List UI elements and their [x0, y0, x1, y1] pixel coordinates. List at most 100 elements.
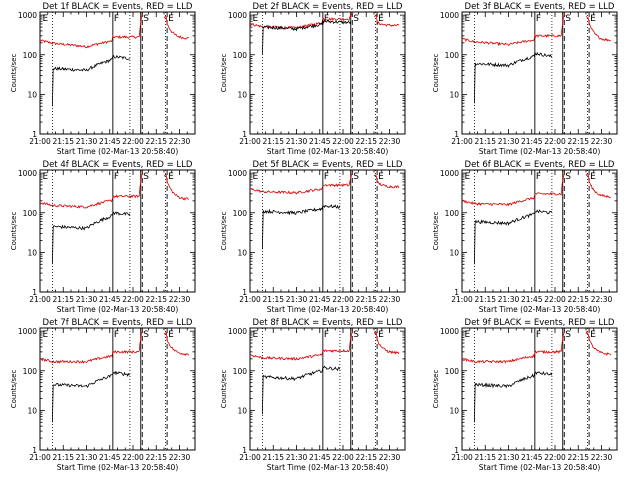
x-tick-label: 22:30	[591, 453, 613, 462]
marker-label: E	[465, 14, 471, 24]
x-tick-label: 22:30	[379, 453, 401, 462]
x-tick-label: 21:15	[474, 453, 496, 462]
x-tick-label: 21:15	[52, 453, 74, 462]
x-tick-label: 21:00	[29, 453, 51, 462]
y-tick-label: 10	[237, 90, 247, 99]
y-tick-label: 100	[445, 51, 460, 60]
marker-label: F	[114, 172, 119, 182]
x-tick-label: 22:00	[544, 295, 566, 304]
x-tick-label: 22:15	[567, 453, 589, 462]
x-tick-label: 21:30	[76, 295, 98, 304]
panel-2: Det 2f BLACK = Events, RED = LLD 1 10 100 10…	[220, 2, 406, 156]
x-tick-label: 21:45	[309, 453, 331, 462]
x-tick-label: 21:00	[29, 295, 51, 304]
y-axis-label: Counts/sec	[220, 54, 228, 93]
events-series-line	[52, 54, 131, 107]
events-series-line	[474, 51, 553, 104]
events-series-line	[474, 209, 553, 265]
x-tick-label: 21:00	[239, 453, 261, 462]
x-tick-label: 22:00	[332, 295, 354, 304]
y-tick-label: 1	[454, 288, 459, 297]
events-series-line	[52, 370, 130, 423]
x-tick-label: 21:00	[239, 137, 261, 146]
y-tick-label: 10	[237, 248, 247, 257]
x-tick-label: 22:30	[169, 137, 191, 146]
y-axis-label: Counts/sec	[432, 212, 440, 251]
marker-label: E	[590, 14, 596, 24]
marker-label: E	[590, 172, 596, 182]
y-tick-label: 1000	[440, 169, 459, 178]
x-axis-label: Start Time (02-Mar-13 20:58:40)	[57, 305, 179, 314]
x-tick-label: 21:15	[262, 295, 284, 304]
lld-series-line	[461, 331, 566, 364]
x-tick-label: 21:45	[521, 295, 543, 304]
x-tick-label: 22:15	[567, 295, 589, 304]
y-tick-label: 1000	[440, 327, 459, 336]
plot-frame	[249, 169, 406, 293]
y-tick-label: 1	[242, 446, 247, 455]
x-tick-label: 22:15	[145, 295, 167, 304]
panel-title: Det 8f BLACK = Events, RED = LLD	[253, 318, 403, 328]
x-tick-label: 22:15	[355, 137, 377, 146]
lld-series-line	[163, 172, 190, 201]
x-tick-label: 21:00	[29, 137, 51, 146]
x-tick-label: 22:00	[544, 137, 566, 146]
marker-label: F	[324, 172, 329, 182]
marker-label: F	[536, 14, 541, 24]
plot-frame	[39, 327, 196, 451]
x-axis-label: Start Time (02-Mar-13 20:58:40)	[479, 147, 601, 156]
y-axis-label: Counts/sec	[220, 370, 228, 409]
x-tick-label: 21:45	[99, 137, 121, 146]
panel-4: Det 4f BLACK = Events, RED = LLD 1 10 100 10…	[10, 160, 196, 314]
y-tick-label: 10	[27, 90, 37, 99]
x-tick-label: 22:15	[567, 137, 589, 146]
marker-label: S	[143, 330, 149, 340]
panel-title: Det 4f BLACK = Events, RED = LLD	[43, 160, 193, 170]
x-tick-label: 22:30	[379, 295, 401, 304]
events-series-line	[52, 211, 131, 265]
x-tick-label: 22:00	[122, 295, 144, 304]
y-axis-label: Counts/sec	[10, 54, 18, 93]
marker-label: F	[536, 172, 541, 182]
marker-label: F	[114, 330, 119, 340]
events-series-line	[262, 365, 341, 415]
marker-label: E	[43, 14, 49, 24]
x-axis-label: Start Time (02-Mar-13 20:58:40)	[267, 463, 389, 472]
marker-label: F	[536, 330, 541, 340]
y-tick-label: 100	[23, 51, 38, 60]
marker-label: S	[353, 14, 359, 24]
x-axis-label: Start Time (02-Mar-13 20:58:40)	[57, 147, 179, 156]
marker-label: F	[114, 14, 119, 24]
y-tick-label: 1	[32, 130, 37, 139]
marker-label: S	[565, 14, 571, 24]
plot-frame	[249, 327, 406, 451]
x-tick-label: 22:15	[145, 137, 167, 146]
plot-frame	[461, 327, 618, 451]
x-tick-label: 21:30	[498, 295, 520, 304]
y-tick-label: 1000	[440, 11, 459, 20]
x-axis-label: Start Time (02-Mar-13 20:58:40)	[267, 305, 389, 314]
events-series-line	[262, 19, 352, 55]
panel-title: Det 2f BLACK = Events, RED = LLD	[253, 2, 403, 12]
y-tick-label: 1	[454, 130, 459, 139]
plot-frame	[39, 169, 196, 293]
y-tick-label: 10	[449, 90, 459, 99]
marker-label: S	[565, 172, 571, 182]
y-tick-label: 100	[23, 367, 38, 376]
x-tick-label: 21:15	[52, 137, 74, 146]
x-tick-label: 21:30	[76, 137, 98, 146]
y-axis-label: Counts/sec	[10, 370, 18, 409]
lld-series-line	[373, 331, 400, 355]
y-tick-label: 100	[233, 209, 248, 218]
marker-label: E	[43, 330, 49, 340]
panel-7: Det 7f BLACK = Events, RED = LLD 1 10 100 10…	[10, 318, 196, 472]
plot-frame	[39, 11, 196, 135]
y-tick-label: 1000	[228, 327, 247, 336]
lld-series-line	[163, 331, 190, 356]
marker-label: F	[324, 330, 329, 340]
x-tick-label: 22:15	[355, 295, 377, 304]
y-tick-label: 10	[237, 406, 247, 415]
x-tick-label: 22:00	[544, 453, 566, 462]
